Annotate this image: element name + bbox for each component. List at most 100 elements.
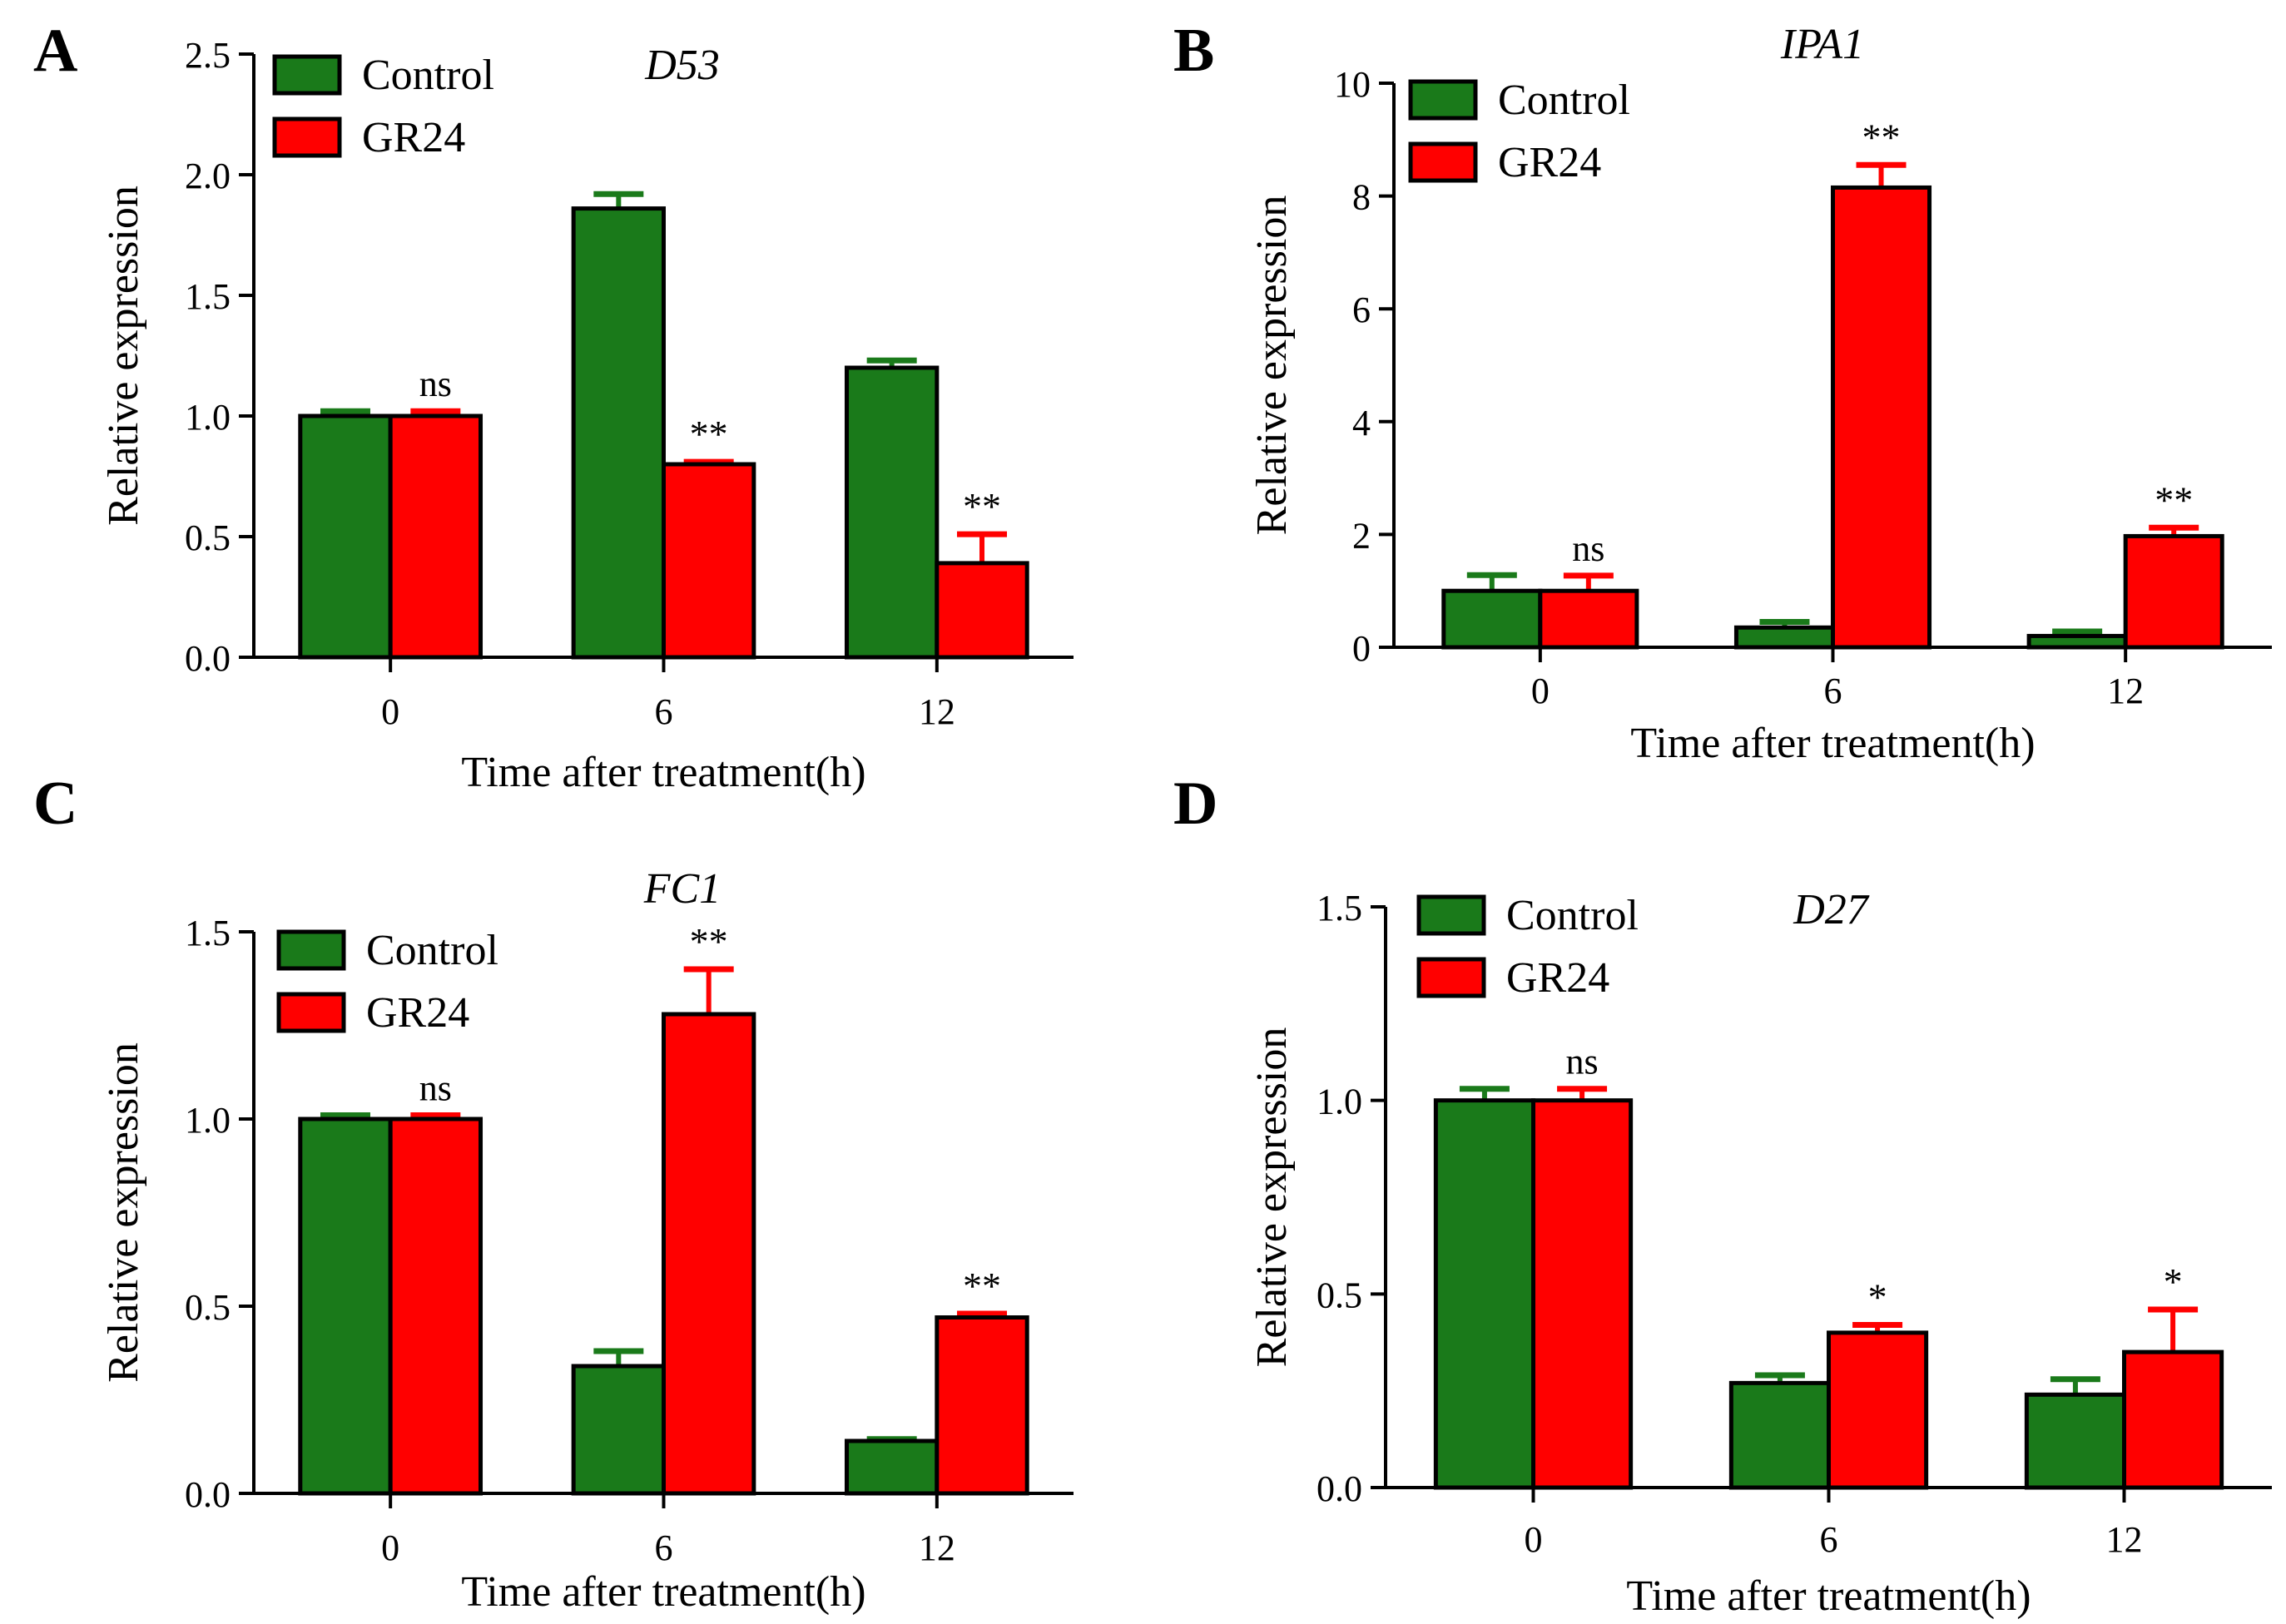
chart-panel-a: A D53 0.0 0.5 1.0 1.5 2.0 2.5 Relative expressio… [33,17,1074,796]
y-tick-label: 0.0 [185,638,231,679]
bar-gr24-6 [1831,185,1932,650]
y-tick-label: 0 [1352,628,1371,669]
x-tick-label: 0 [1525,1519,1543,1560]
significance-label: ns [419,1068,452,1109]
y-tick-label: 2 [1352,515,1371,556]
bar-gr24-12 [2123,533,2224,650]
legend-swatch-gr24 [272,116,342,158]
significance-label: ** [690,413,728,455]
bar-control-0 [1433,1098,1535,1490]
bar-control-6 [1728,1380,1832,1490]
significance-label: ** [690,920,728,963]
significance-label: ** [963,485,1001,527]
significance-label: ns [1566,1042,1599,1082]
legend-swatch-control [276,929,346,971]
bar-control-12 [844,365,940,660]
x-axis-label: Time after treatment(h) [461,1568,865,1616]
chart-panel-d: D D27 0.0 0.5 1.0 1.5 Relative expression Time … [1173,770,2272,1620]
y-tick-label: 8 [1352,177,1371,218]
y-tick-label: 1.5 [185,913,231,953]
bar-gr24-6 [1827,1330,1929,1490]
chart-title: IPA1 [1780,21,1864,68]
legend-swatch-control [272,54,342,96]
legend-swatch-control [1416,894,1486,936]
bar-control-6 [1733,625,1835,650]
x-tick-label: 6 [1820,1519,1838,1560]
significance-label: * [1868,1276,1887,1319]
x-tick-label: 6 [655,691,673,732]
panel-letter: A [33,17,77,85]
y-axis-label: Relative expression [1248,1027,1296,1368]
chart-panel-c: C FC1 0.0 0.5 1.0 1.5 Relative expression Time … [33,770,1074,1616]
bar-gr24-12 [935,1315,1029,1496]
panel-letter: C [33,770,77,838]
chart-panel-b: B IPA1 0 2 4 6 8 10 Relative expression Time afte… [1173,17,2272,767]
legend-swatch-gr24 [1416,957,1486,998]
x-tick-label: 12 [919,1527,955,1568]
legend-swatch-control [1408,79,1478,121]
y-tick-label: 6 [1352,290,1371,330]
chart-title: D53 [644,42,720,89]
bar-control-0 [298,1116,393,1496]
legend-swatch-gr24 [1408,141,1478,183]
significance-label: * [2164,1260,2183,1303]
significance-label: ** [963,1265,1001,1307]
x-tick-label: 0 [381,691,399,732]
y-axis-label: Relative expression [1248,196,1296,536]
x-tick-label: 0 [381,1527,399,1568]
significance-label: ns [419,364,452,404]
bar-control-12 [2024,1392,2127,1490]
x-tick-label: 6 [655,1527,673,1568]
y-tick-label: 4 [1352,403,1371,443]
bar-control-6 [571,206,667,660]
y-tick-label: 2.5 [185,35,231,76]
legend-label-control: Control [366,927,498,974]
y-tick-label: 1.5 [1317,888,1362,928]
significance-label: ** [2155,478,2193,521]
significance-label: ** [1862,116,1901,158]
bar-control-0 [1441,588,1543,650]
bar-control-12 [844,1438,940,1496]
legend-label-control: Control [1506,892,1639,939]
significance-label: ns [1572,528,1604,569]
bar-gr24-0 [388,1116,483,1496]
bar-control-6 [571,1364,667,1496]
bar-gr24-12 [935,561,1029,660]
legend-label-control: Control [1498,77,1630,124]
bar-gr24-0 [388,413,483,660]
x-tick-label: 12 [2107,671,2144,711]
y-tick-label: 1.0 [185,1100,231,1141]
y-tick-label: 1.5 [185,276,231,317]
bar-control-0 [298,413,393,660]
legend-label-gr24: GR24 [366,989,469,1037]
legend-label-gr24: GR24 [1498,139,1601,186]
bar-gr24-0 [1538,588,1639,650]
panel-letter: B [1173,17,1214,85]
y-axis-label: Relative expression [100,186,147,526]
bar-gr24-12 [2122,1349,2224,1490]
y-tick-label: 0.5 [1317,1275,1362,1315]
x-axis-label: Time after treatment(h) [1626,1572,2031,1620]
x-tick-label: 0 [1531,671,1550,711]
bar-gr24-6 [662,1012,756,1496]
bar-control-12 [2026,633,2128,650]
chart-title: D27 [1793,886,1870,933]
legend-label-control: Control [362,52,494,99]
y-tick-label: 0.5 [185,517,231,558]
panel-letter: D [1173,770,1217,838]
y-tick-label: 0.0 [1317,1468,1362,1509]
bar-gr24-6 [662,462,756,660]
y-tick-label: 2.0 [185,156,231,196]
x-axis-label: Time after treatment(h) [1630,720,2035,767]
y-tick-label: 10 [1334,64,1371,105]
y-tick-label: 1.0 [1317,1082,1362,1122]
legend-swatch-gr24 [276,992,346,1033]
x-axis-label: Time after treatment(h) [461,749,865,796]
legend-label-gr24: GR24 [1506,954,1609,1002]
x-tick-label: 12 [2106,1519,2143,1560]
y-tick-label: 0.5 [185,1287,231,1328]
y-tick-label: 0.0 [185,1474,231,1515]
legend-label-gr24: GR24 [362,114,465,161]
bar-gr24-0 [1531,1098,1634,1490]
